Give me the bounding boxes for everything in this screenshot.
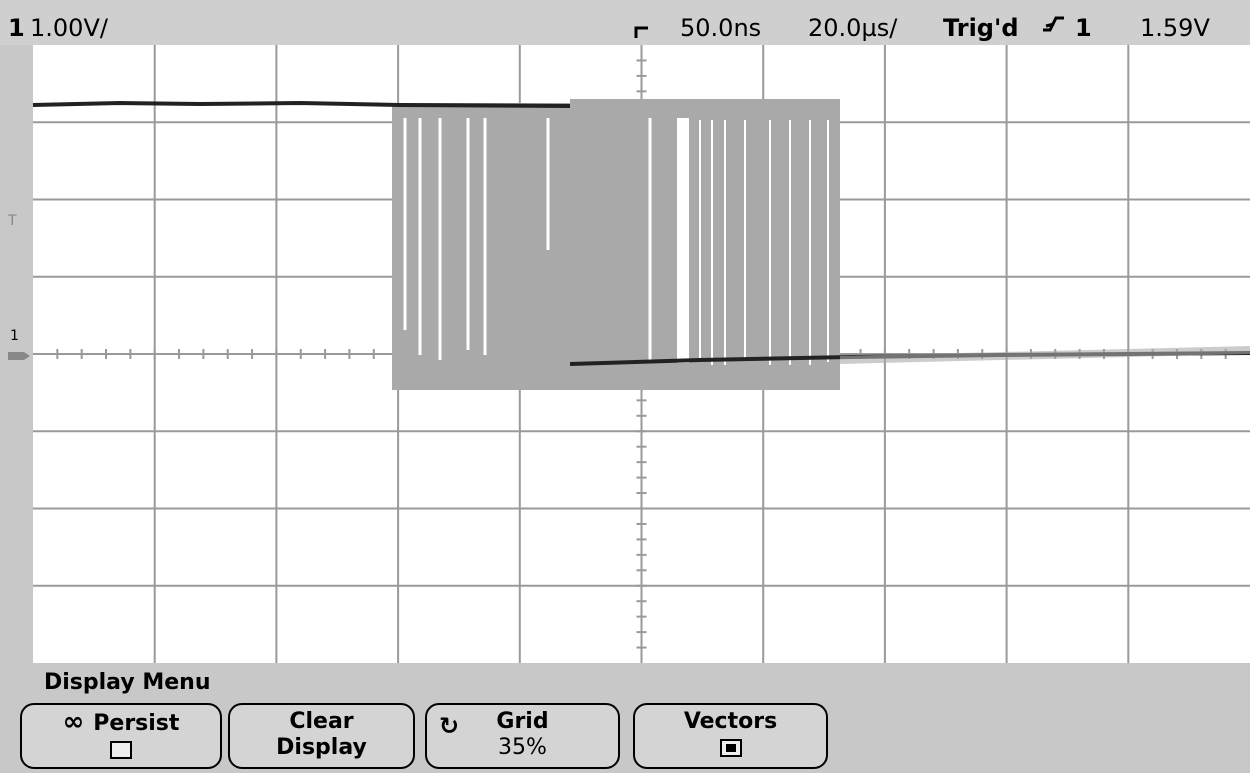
clear-display-key[interactable]: Clear Display — [228, 703, 415, 769]
key-label: Grid — [496, 709, 548, 734]
key-label: Vectors — [684, 709, 777, 734]
time-per-div: 20.0µs/ — [808, 14, 897, 42]
infinity-icon: ∞ — [63, 707, 94, 737]
channel: 1 — [8, 14, 25, 42]
trigger-source: 1 — [1075, 14, 1092, 42]
key-label: Persist — [93, 711, 179, 736]
trigger-level-marker: T — [7, 213, 17, 229]
checkbox — [720, 739, 742, 757]
key-value: 35% — [498, 735, 547, 760]
ground-marker: 1 — [10, 328, 19, 344]
checkbox — [110, 741, 132, 759]
key-label: Clear Display — [276, 709, 367, 760]
volts-per-div: 1.00V/ — [30, 14, 108, 42]
persist-key[interactable]: ∞ Persist — [20, 703, 222, 769]
trigger-level: 1.59V — [1140, 14, 1210, 42]
delay: 50.0ns — [680, 14, 761, 42]
knob-icon: ↻ — [439, 713, 459, 739]
display: T 1 — [0, 0, 1250, 773]
status-bar — [0, 0, 1250, 45]
grid-key[interactable]: ↻ Grid 35% — [425, 703, 620, 769]
vectors-key[interactable]: Vectors — [633, 703, 828, 769]
oscilloscope-screen: T 1 1 1.00V/ 50.0ns 20.0µs/ Trig'd 1 1.5… — [0, 0, 1250, 773]
trigger-status: Trig'd — [943, 14, 1019, 42]
menu-title: Display Menu — [44, 670, 211, 695]
